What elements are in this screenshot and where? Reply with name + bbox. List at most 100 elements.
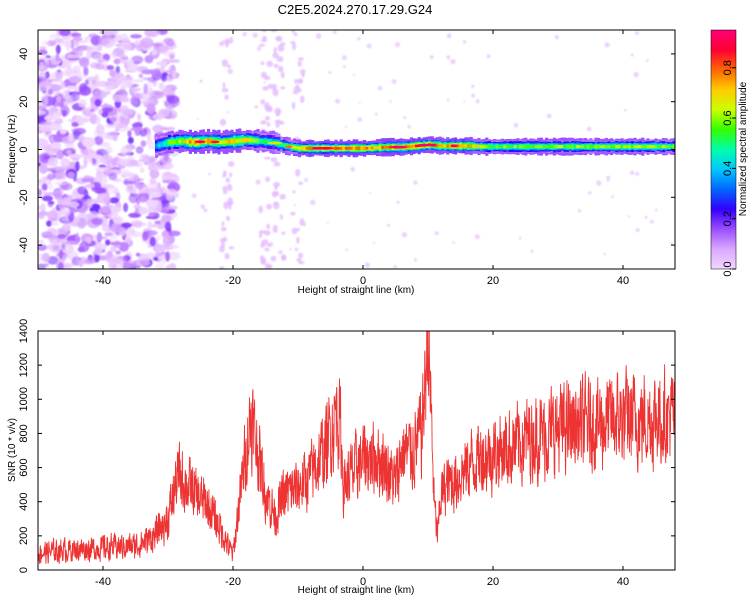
sparse-dot (446, 98, 450, 102)
noise-blob (67, 118, 80, 122)
noise-blob (61, 109, 67, 117)
noise-blob (46, 173, 56, 180)
ridge-cell (308, 146, 312, 150)
sparse-dot (429, 55, 434, 60)
noise-blob (39, 152, 51, 164)
ridge-cell (581, 145, 585, 149)
ridge-cell (459, 144, 463, 148)
noise-blob (147, 181, 160, 190)
ridge-cell (246, 138, 250, 142)
noise-blob (125, 183, 134, 194)
noise-blob (44, 71, 50, 79)
noise-blob (139, 154, 150, 159)
ridge-cell (472, 144, 476, 148)
sparse-dot (242, 31, 247, 37)
sparse-dot (294, 78, 299, 84)
sparse-dot (328, 71, 332, 74)
ridge-cell (576, 145, 580, 149)
noise-blob (44, 115, 54, 121)
sparse-dot (279, 214, 283, 220)
sparse-dot (221, 221, 225, 227)
noise-blob (96, 232, 103, 243)
ridge-cell (360, 146, 364, 150)
ridge-cell (376, 146, 380, 149)
ridge-cell (477, 145, 481, 148)
noise-blob (63, 59, 77, 64)
sparse-dot (604, 42, 610, 48)
sparse-dot (260, 242, 266, 248)
ridge-cell (490, 145, 494, 149)
snr-x-tick-label: -40 (95, 576, 111, 588)
noise-blob (56, 149, 65, 160)
ridge-cell (373, 146, 377, 150)
ridge-cell (368, 146, 372, 150)
ridge-cell (292, 145, 296, 149)
sparse-dot (272, 224, 278, 233)
sparse-dot (446, 55, 451, 60)
ridge-cell (586, 145, 590, 149)
sparse-dot (273, 201, 280, 210)
ridge-cell (602, 145, 606, 149)
noise-blob (59, 30, 71, 37)
noise-blob (61, 173, 67, 180)
sparse-dot (263, 156, 271, 160)
ridge-cell (300, 146, 304, 150)
sparse-dot (226, 201, 234, 206)
sparse-dot (260, 71, 267, 79)
noise-blob (149, 236, 156, 247)
ridge-cell (500, 145, 504, 148)
colorbar-tick-label: 0.6 (722, 110, 734, 125)
ridge-cell (155, 144, 159, 148)
spectrogram-x-tick-label: 0 (360, 275, 366, 287)
sparse-dot (219, 245, 225, 253)
noise-blob (135, 66, 149, 72)
sparse-dot (296, 236, 300, 244)
sparse-dot (341, 55, 347, 60)
ridge-cell (656, 145, 660, 149)
snr-x-tick-label: -20 (225, 576, 241, 588)
ridge-cell (555, 145, 559, 148)
sparse-dot (293, 204, 297, 207)
noise-blob (120, 42, 132, 52)
noise-blob (146, 103, 156, 115)
noise-blob (123, 172, 136, 178)
noise-blob (68, 132, 74, 142)
snr-frame (37, 330, 676, 571)
noise-blob (94, 247, 103, 256)
ridge-cell (409, 145, 413, 148)
ridge-cell (604, 145, 608, 149)
noise-blob (44, 57, 50, 67)
noise-blob (38, 239, 44, 244)
ridge-peak (285, 145, 293, 149)
sparse-dot (462, 40, 467, 44)
sparse-dot (452, 241, 455, 244)
sparse-dot (293, 86, 299, 91)
sparse-dot (290, 211, 296, 216)
noise-blob (137, 190, 150, 194)
noise-blob (98, 132, 111, 139)
snr-y-axis-title: SNR (10 * v/v) (7, 418, 18, 482)
noise-blob (38, 101, 43, 106)
noise-blob (161, 214, 172, 223)
sparse-dot (260, 61, 265, 66)
ridge-cell (469, 144, 473, 148)
ridge-cell (282, 144, 286, 147)
noise-blob (68, 201, 80, 208)
noise-blob (168, 230, 181, 237)
ridge-cell (305, 146, 309, 150)
sparse-dot (221, 87, 229, 93)
ridge-cell (222, 140, 226, 144)
noise-blob (150, 180, 157, 185)
noise-blob (66, 149, 72, 155)
sparse-dot (280, 86, 286, 90)
sparse-dot (266, 203, 273, 210)
sparse-dot (276, 56, 284, 63)
ridge-cell (157, 143, 161, 147)
sparse-dot (633, 71, 639, 78)
noise-blob (142, 231, 149, 241)
sparse-dot (274, 107, 282, 115)
noise-blob (95, 166, 109, 172)
noise-blob (38, 50, 48, 55)
noise-blob (104, 207, 109, 217)
